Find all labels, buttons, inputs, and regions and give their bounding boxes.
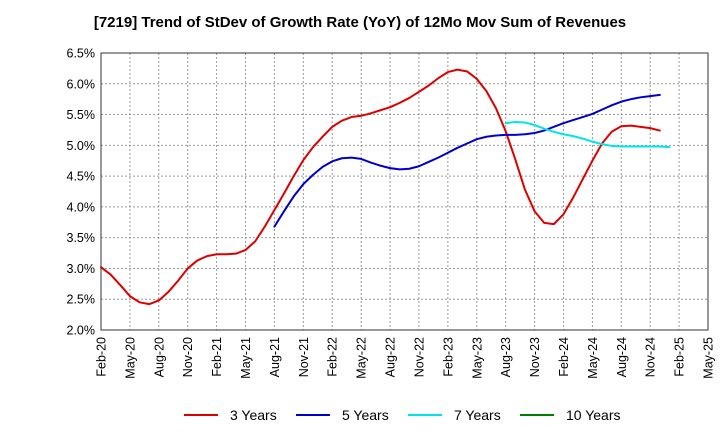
y-tick-label: 2.5% (67, 293, 96, 307)
y-tick-label: 5.0% (67, 139, 96, 153)
series-line-3-years (100, 68, 661, 306)
x-tick-label: Aug-22 (384, 337, 398, 377)
legend-label-7-years: 7 Years (454, 407, 501, 423)
x-tick-label: Nov-24 (644, 337, 658, 377)
legend-label-5-years: 5 Years (342, 407, 389, 423)
plot-area-frame (100, 52, 709, 331)
y-tick-label: 2.0% (67, 324, 96, 338)
legend-label-10-years: 10 Years (566, 407, 621, 423)
x-tick-label: Aug-20 (152, 337, 166, 377)
y-tick-label: 4.5% (67, 170, 96, 184)
x-tick-label: May-20 (123, 337, 137, 379)
x-axis-ticks: Feb-20 May-20 Aug-20 Nov-20 Feb-21 May-21 Aug-… (95, 337, 716, 379)
series-line-5-years (273, 93, 661, 228)
y-tick-label: 3.0% (67, 262, 96, 276)
legend-label-3-years: 3 Years (230, 407, 277, 423)
legend-item-7-years: 7 Years (408, 404, 501, 426)
x-tick-label: Feb-21 (210, 337, 224, 377)
legend-item-5-years: 5 Years (296, 404, 389, 426)
legend-item-3-years: 3 Years (184, 404, 277, 426)
x-tick-label: Feb-23 (441, 337, 455, 377)
series-line-7-years (504, 120, 671, 149)
series-lines (100, 68, 671, 306)
grid (100, 52, 709, 331)
x-tick-label: Nov-22 (412, 337, 426, 377)
legend-item-10-years: 10 Years (520, 404, 621, 426)
y-tick-label: 3.5% (67, 231, 96, 245)
legend-swatch-3-years (184, 414, 218, 416)
x-tick-label: Aug-23 (499, 337, 513, 377)
x-tick-label: Feb-25 (673, 337, 687, 377)
legend-swatch-5-years (296, 414, 330, 416)
chart-title: [7219] Trend of StDev of Growth Rate (Yo… (93, 14, 627, 31)
legend-swatch-7-years (408, 414, 442, 416)
x-tick-label: May-23 (470, 337, 484, 379)
x-tick-label: May-24 (586, 337, 600, 379)
y-tick-label: 6.0% (67, 77, 96, 91)
x-tick-label: Aug-24 (615, 337, 629, 377)
x-tick-label: May-21 (239, 337, 253, 379)
x-tick-label: Aug-21 (268, 337, 282, 377)
x-tick-label: Nov-23 (528, 337, 542, 377)
x-tick-label: Feb-22 (326, 337, 340, 377)
y-tick-label: 4.0% (67, 200, 96, 214)
x-tick-label: Nov-21 (297, 337, 311, 377)
y-tick-label: 6.5% (67, 47, 96, 61)
x-tick-label: Nov-20 (181, 337, 195, 377)
y-axis-ticks: 2.0% 2.5% 3.0% 3.5% 4.0% 4.5% 5.0% 5.5% 6.0% 6.5% (67, 47, 96, 338)
x-tick-label: May-25 (702, 337, 716, 379)
legend-swatch-10-years (520, 414, 554, 416)
x-tick-label: Feb-24 (557, 337, 571, 377)
x-tick-label: May-22 (355, 337, 369, 379)
x-tick-label: Feb-20 (95, 337, 109, 377)
y-tick-label: 5.5% (67, 108, 96, 122)
legend: 3 Years 5 Years 7 Years 10 Years (0, 404, 720, 426)
